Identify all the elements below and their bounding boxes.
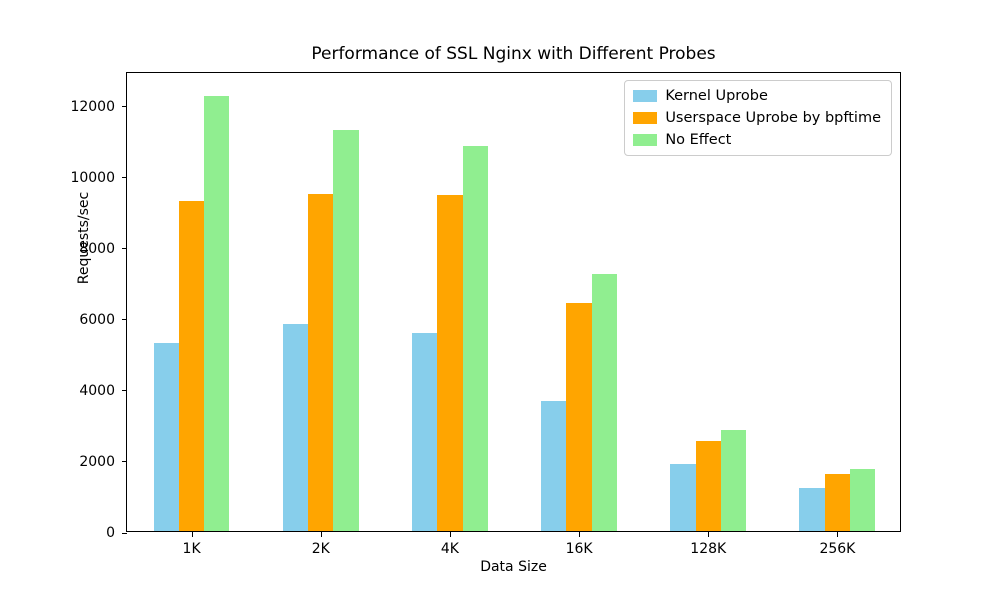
x-tick-mark <box>708 532 710 537</box>
plot-area: 0 2000 4000 6000 8000 10000 12000 1K 2K 4K 16K 128… <box>70 72 901 557</box>
bar-16k-series-1 <box>566 302 592 531</box>
bar-128k-series-1 <box>695 441 721 531</box>
y-tick-mark <box>122 461 127 463</box>
x-tick-label-16k: 16K <box>565 541 593 557</box>
bar-256k-series-1 <box>824 473 850 531</box>
bar-4k-series-2 <box>462 145 488 531</box>
bar-256k-series-0 <box>799 487 825 531</box>
bar-4k-series-1 <box>437 195 463 531</box>
bar-2k-series-0 <box>282 323 309 531</box>
bar-128k-series-2 <box>720 430 747 531</box>
y-tick-label: 4000 <box>79 382 115 399</box>
x-tick-label-256k: 256K <box>819 541 856 557</box>
legend-swatch-icon <box>633 112 658 124</box>
bar-group-4k <box>411 73 488 531</box>
y-tick-label: 6000 <box>79 311 115 328</box>
y-axis-label: Requests/sec <box>76 191 92 285</box>
bar-1k-series-2 <box>204 96 230 531</box>
legend-swatch-icon <box>633 134 658 146</box>
x-tick-mark <box>579 532 581 537</box>
y-tick-mark <box>122 248 127 250</box>
x-tick-mark <box>449 532 451 537</box>
y-tick-label: 8000 <box>79 240 115 257</box>
y-tick-label: 0 <box>106 525 115 541</box>
legend-entries: Kernel Uprobe Userspace Uprobe by bpftime… <box>633 88 881 148</box>
bar-128k-series-0 <box>670 463 696 531</box>
legend-label: Userspace Uprobe by bpftime <box>665 110 881 126</box>
bar-2k-series-2 <box>333 129 359 531</box>
bar-group-1k <box>153 73 230 531</box>
bar-4k-series-0 <box>411 332 438 531</box>
chart-title: Performance of SSL Nginx with Different … <box>311 44 716 64</box>
x-axis-label: Data Size <box>480 559 547 575</box>
y-tick-label: 2000 <box>79 453 115 470</box>
y-tick-mark <box>122 532 127 534</box>
x-tick-mark <box>837 532 839 537</box>
bar-16k-series-0 <box>541 400 567 531</box>
x-tick-mark <box>320 532 322 537</box>
y-tick-mark <box>122 390 127 392</box>
bar-2k-series-1 <box>308 193 334 531</box>
legend-swatch-icon <box>633 90 658 102</box>
y-tick-mark <box>122 177 127 179</box>
x-tick-label-128k: 128K <box>690 541 727 557</box>
y-tick-label: 10000 <box>70 169 115 186</box>
x-tick-label-2k: 2K <box>311 541 330 557</box>
bar-256k-series-2 <box>850 468 876 531</box>
y-tick-mark <box>122 106 127 108</box>
legend-label: No Effect <box>665 132 732 148</box>
x-tick-mark <box>191 532 193 537</box>
legend: Kernel Uprobe Userspace Uprobe by bpftime… <box>624 80 892 156</box>
y-tick-mark <box>122 319 127 321</box>
bar-group-2k <box>282 73 359 531</box>
x-tick-label-4k: 4K <box>440 541 459 557</box>
y-tick-label: 12000 <box>70 98 115 115</box>
legend-entry: No Effect <box>633 132 881 148</box>
bar-16k-series-2 <box>591 273 617 531</box>
legend-label: Kernel Uprobe <box>665 88 768 104</box>
legend-entry: Userspace Uprobe by bpftime <box>633 110 881 126</box>
bar-group-256k <box>799 73 876 531</box>
bar-group-128k <box>670 73 747 531</box>
x-tick-label-1k: 1K <box>182 541 201 557</box>
bar-group-16k <box>541 73 617 531</box>
bar-1k-series-1 <box>178 201 205 531</box>
legend-entry: Kernel Uprobe <box>633 88 881 104</box>
bar-1k-series-0 <box>153 342 179 531</box>
